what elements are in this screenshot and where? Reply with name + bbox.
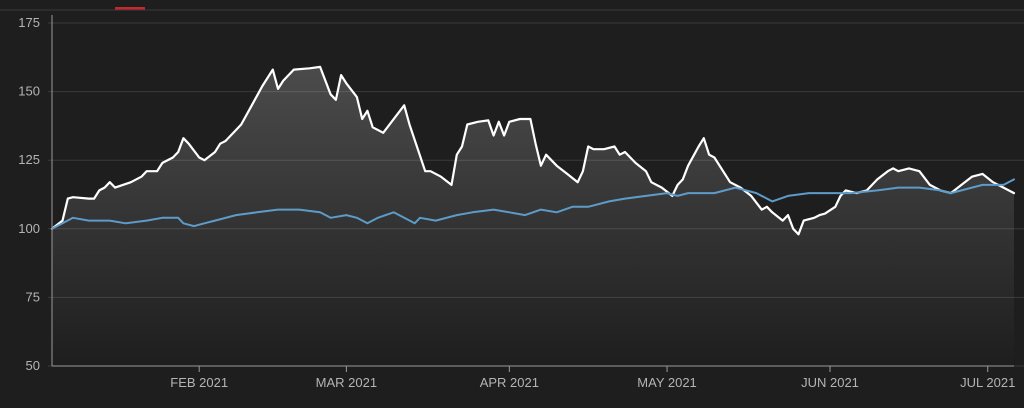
x-axis-ticks: FEB 2021 MAR 2021 APR 2021 MAY 2021 JUN 2021…: [170, 366, 1015, 390]
x-tick-label: FEB 2021: [170, 375, 228, 390]
x-tick-label: JUL 2021: [960, 375, 1015, 390]
x-tick-label: JUN 2021: [801, 375, 859, 390]
y-tick-label: 50: [26, 358, 40, 373]
y-tick-label: 125: [18, 152, 40, 167]
y-tick-label: 175: [18, 15, 40, 30]
x-tick-label: MAY 2021: [637, 375, 697, 390]
y-tick-label: 75: [26, 289, 40, 304]
x-tick-label: MAR 2021: [316, 375, 377, 390]
y-tick-label: 100: [18, 221, 40, 236]
y-axis-ticks: 50 75 100 125 150 175: [18, 15, 40, 373]
y-tick-label: 150: [18, 84, 40, 99]
series-areas: [52, 67, 1014, 366]
x-tick-label: APR 2021: [480, 375, 539, 390]
series-area-0: [52, 67, 1014, 366]
